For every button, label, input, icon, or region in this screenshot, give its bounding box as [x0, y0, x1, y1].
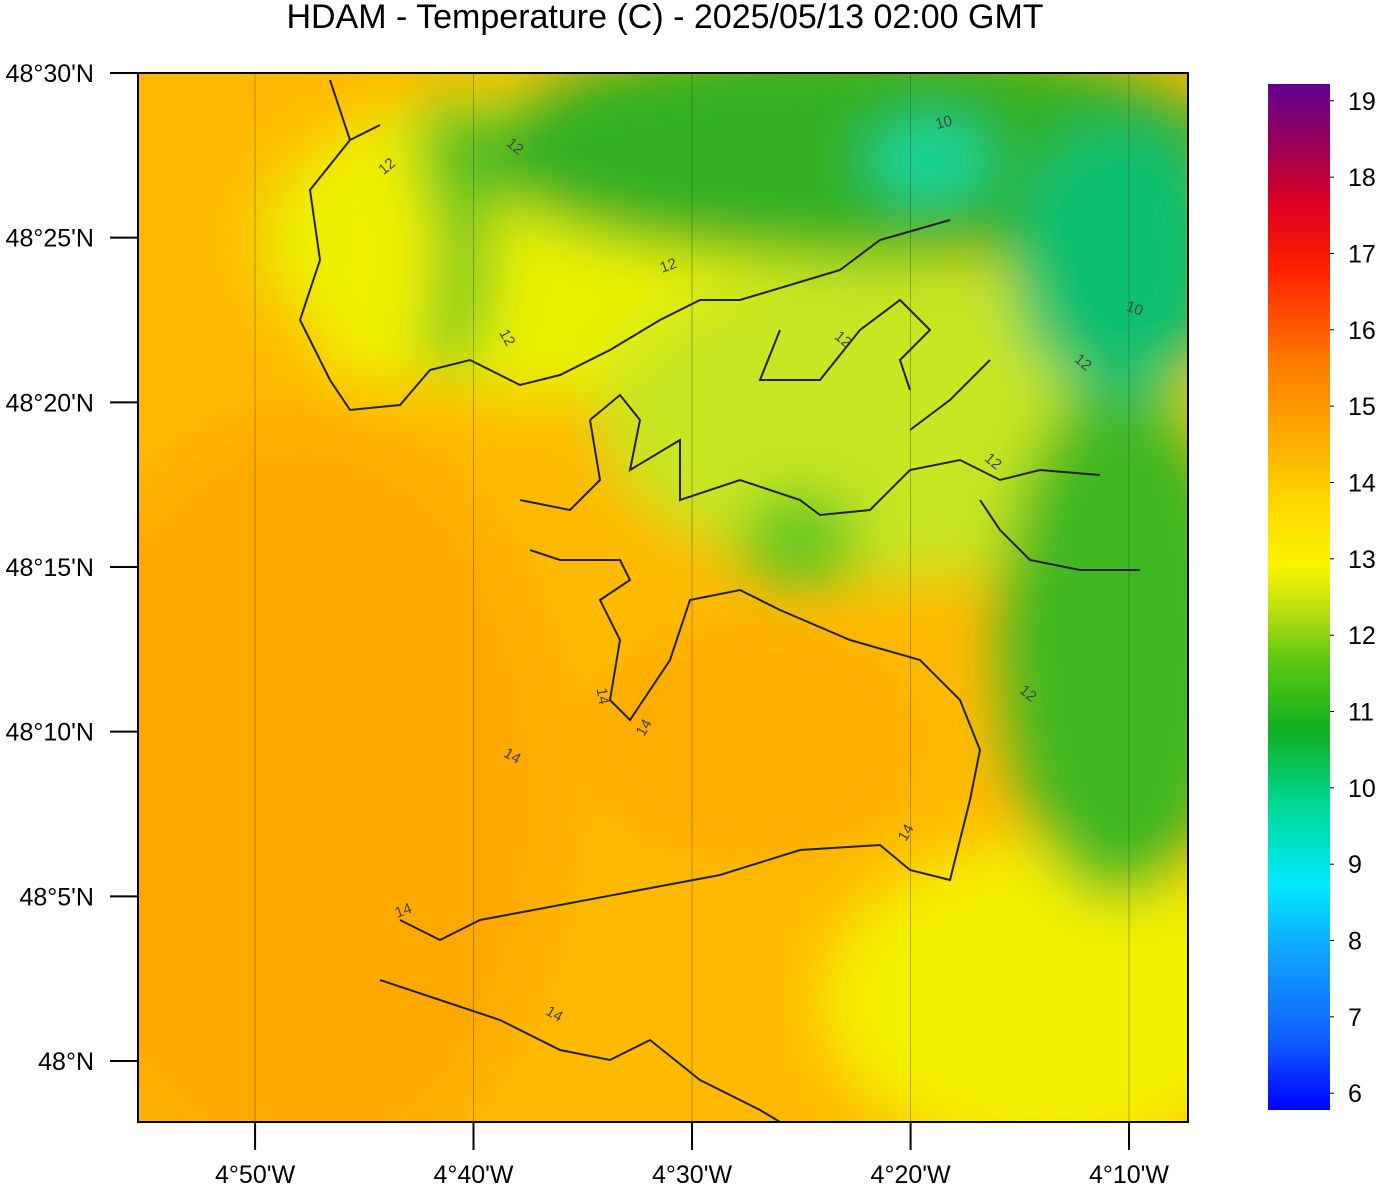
- contour-label: 14: [543, 1003, 566, 1026]
- contour-label: 14: [501, 745, 524, 768]
- colorbar-tick-label: 18: [1348, 164, 1376, 192]
- colorbar-tick-label: 16: [1348, 317, 1376, 345]
- x-tick-label: 4°30'W: [652, 1161, 732, 1188]
- colorbar-tick-label: 8: [1348, 928, 1362, 956]
- colorbar-tick-label: 17: [1348, 240, 1376, 268]
- x-tick-label: 4°40'W: [433, 1161, 513, 1188]
- colorbar-tick-label: 15: [1348, 393, 1376, 421]
- contour-label: 14: [393, 900, 414, 922]
- x-tick-label: 4°50'W: [215, 1161, 295, 1188]
- y-tick-label: 48°20'N: [6, 389, 94, 417]
- colorbar-tick-label: 7: [1348, 1004, 1362, 1032]
- y-tick-label: 48°5'N: [19, 883, 94, 911]
- map-frame: [137, 72, 1189, 1123]
- colorbar-tick-label: 13: [1348, 546, 1376, 574]
- y-tick-label: 48°30'N: [6, 60, 94, 88]
- colorbar-tick-label: 14: [1348, 469, 1376, 497]
- colorbar-tick-label: 6: [1348, 1080, 1362, 1108]
- contour-label: 14: [895, 821, 918, 844]
- x-tick-label: 4°20'W: [871, 1161, 951, 1188]
- contour-label: 10: [1124, 298, 1145, 320]
- colorbar-tick-label: 9: [1348, 851, 1362, 879]
- y-tick-label: 48°10'N: [6, 719, 94, 747]
- colorbar-tick-label: 12: [1348, 622, 1376, 650]
- y-tick-label: 48°25'N: [6, 225, 94, 253]
- contour-label: 10: [934, 112, 955, 133]
- colorbar-tick-label: 11: [1348, 699, 1374, 727]
- map-title: HDAM - Temperature (C) - 2025/05/13 02:0…: [286, 0, 1043, 36]
- contour-label: 14: [633, 716, 656, 739]
- x-tick-label: 4°10'W: [1089, 1161, 1169, 1188]
- colorbar: [1268, 84, 1330, 1110]
- temperature-field: [138, 73, 1188, 1122]
- colorbar-tick-label: 10: [1348, 775, 1376, 803]
- contour-label: 12: [658, 255, 679, 277]
- y-tick-label: 48°N: [38, 1048, 94, 1076]
- contour-label: 12: [495, 326, 518, 349]
- contour-label: 14: [593, 687, 613, 706]
- colorbar-tick-label: 19: [1348, 88, 1376, 116]
- y-tick-label: 48°15'N: [6, 554, 94, 582]
